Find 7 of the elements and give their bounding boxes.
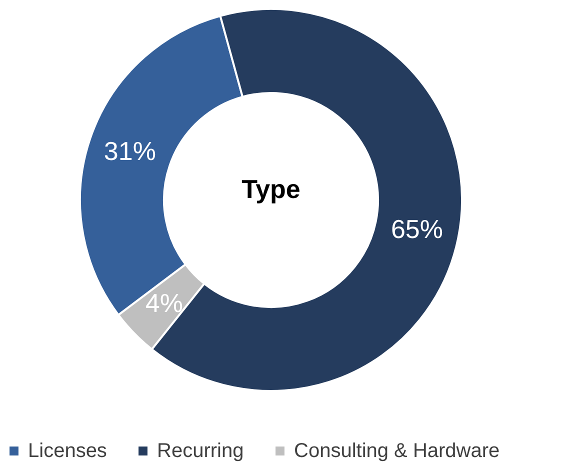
legend-label: Licenses <box>28 440 107 462</box>
data-label: 4% <box>145 288 183 318</box>
text: Type <box>242 174 300 204</box>
legend-label: Recurring <box>157 440 244 462</box>
legend-label: Consulting & Hardware <box>294 440 500 462</box>
data-label: 31% <box>104 136 156 166</box>
data-label: 65% <box>390 214 443 244</box>
